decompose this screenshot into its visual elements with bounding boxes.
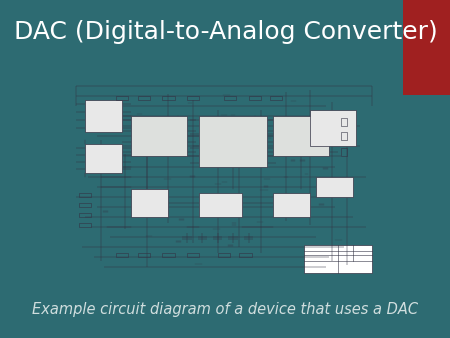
Bar (162, 253, 175, 257)
Bar (403, 0, 450, 95)
Bar (273, 193, 310, 217)
Bar (273, 116, 328, 156)
Text: Example circuit diagram of a device that uses a DAC: Example circuit diagram of a device that… (32, 302, 418, 317)
Bar (187, 253, 199, 257)
Bar (138, 96, 150, 100)
Bar (162, 96, 175, 100)
Bar (79, 193, 91, 197)
Bar (116, 96, 128, 100)
Bar (79, 213, 91, 217)
Bar (79, 223, 91, 227)
Bar (304, 245, 372, 273)
Bar (341, 132, 347, 140)
Bar (341, 148, 347, 156)
Bar (116, 253, 128, 257)
Bar (85, 144, 122, 173)
Bar (138, 253, 150, 257)
Bar (316, 177, 353, 197)
Bar (199, 116, 267, 167)
Bar (239, 253, 252, 257)
Bar (270, 96, 283, 100)
Bar (131, 116, 187, 156)
Bar (224, 96, 236, 100)
Bar (341, 118, 347, 126)
Bar (199, 193, 243, 217)
Bar (218, 253, 230, 257)
Bar (187, 96, 199, 100)
Bar (131, 189, 168, 217)
Bar (310, 110, 356, 146)
Text: DAC (Digital-to-Analog Converter): DAC (Digital-to-Analog Converter) (14, 20, 437, 44)
Bar (85, 100, 122, 132)
Bar (79, 203, 91, 207)
Bar (248, 96, 261, 100)
